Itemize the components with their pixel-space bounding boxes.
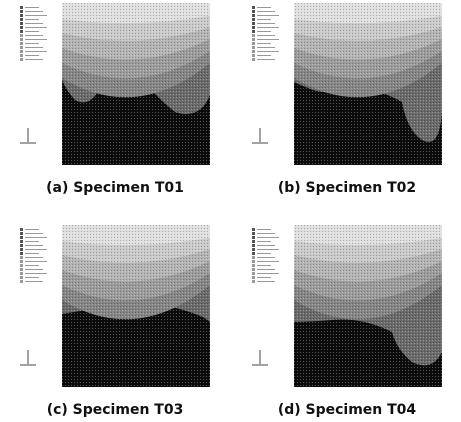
panel: (c) Specimen T03 xyxy=(20,225,210,418)
contour-plot xyxy=(62,3,210,165)
figure: (a) Specimen T01 (b) Specimen T02 (c) Spec… xyxy=(0,0,461,422)
legend-swatch xyxy=(252,260,255,263)
mesh-overlay xyxy=(294,3,442,165)
legend-swatch xyxy=(252,232,255,235)
legend-swatch xyxy=(252,26,255,29)
legend-swatch xyxy=(252,272,255,275)
legend-swatch xyxy=(252,240,255,243)
legend-swatch xyxy=(20,252,23,255)
legend-swatch xyxy=(20,54,23,57)
contour-plot xyxy=(62,225,210,387)
contour-plot xyxy=(294,225,442,387)
panel: (a) Specimen T01 xyxy=(20,3,210,196)
legend-swatch xyxy=(252,244,255,247)
legend-swatch xyxy=(20,50,23,53)
legend-swatch xyxy=(20,46,23,49)
legend-swatch xyxy=(252,256,255,259)
contour-plot xyxy=(294,3,442,165)
legend-swatch xyxy=(20,272,23,275)
legend-swatch xyxy=(252,276,255,279)
legend-swatch xyxy=(20,244,23,247)
legend-swatch xyxy=(20,280,23,283)
legend-swatch xyxy=(20,264,23,267)
legend-swatch xyxy=(20,232,23,235)
legend-swatch xyxy=(252,236,255,239)
panel: (d) Specimen T04 xyxy=(252,225,442,418)
legend-swatch xyxy=(20,10,23,13)
caption: (d) Specimen T04 xyxy=(278,402,417,418)
legend-swatch xyxy=(20,260,23,263)
mesh-overlay xyxy=(294,225,442,387)
legend-swatch xyxy=(252,264,255,267)
legend-swatch xyxy=(252,22,255,25)
caption: (b) Specimen T02 xyxy=(278,180,416,196)
mesh-overlay xyxy=(62,3,210,165)
legend-swatch xyxy=(20,22,23,25)
mesh-overlay xyxy=(62,225,210,387)
legend-swatch xyxy=(252,54,255,57)
legend-swatch xyxy=(252,42,255,45)
legend-swatch xyxy=(252,46,255,49)
legend-swatch xyxy=(252,58,255,61)
legend-swatch xyxy=(252,18,255,21)
legend-swatch xyxy=(20,256,23,259)
legend-swatch xyxy=(20,26,23,29)
caption: (c) Specimen T03 xyxy=(47,402,184,418)
legend-swatch xyxy=(252,228,255,231)
legend-swatch xyxy=(20,34,23,37)
legend-swatch xyxy=(252,50,255,53)
legend-swatch xyxy=(252,30,255,33)
legend-swatch xyxy=(20,42,23,45)
legend-swatch xyxy=(20,236,23,239)
legend-swatch xyxy=(20,248,23,251)
legend-swatch xyxy=(20,18,23,21)
legend-swatch xyxy=(252,252,255,255)
legend-swatch xyxy=(252,34,255,37)
legend-swatch xyxy=(20,268,23,271)
caption: (a) Specimen T01 xyxy=(46,180,184,196)
legend-swatch xyxy=(252,14,255,17)
legend-swatch xyxy=(252,6,255,9)
legend-swatch xyxy=(20,228,23,231)
legend-swatch xyxy=(252,268,255,271)
legend-swatch xyxy=(20,276,23,279)
legend-swatch xyxy=(20,240,23,243)
legend-swatch xyxy=(252,248,255,251)
legend-swatch xyxy=(20,58,23,61)
legend-swatch xyxy=(252,38,255,41)
legend-swatch xyxy=(20,38,23,41)
legend-swatch xyxy=(20,6,23,9)
legend-swatch xyxy=(252,10,255,13)
panel: (b) Specimen T02 xyxy=(252,3,442,196)
legend-swatch xyxy=(20,30,23,33)
legend-swatch xyxy=(20,14,23,17)
legend-swatch xyxy=(252,280,255,283)
